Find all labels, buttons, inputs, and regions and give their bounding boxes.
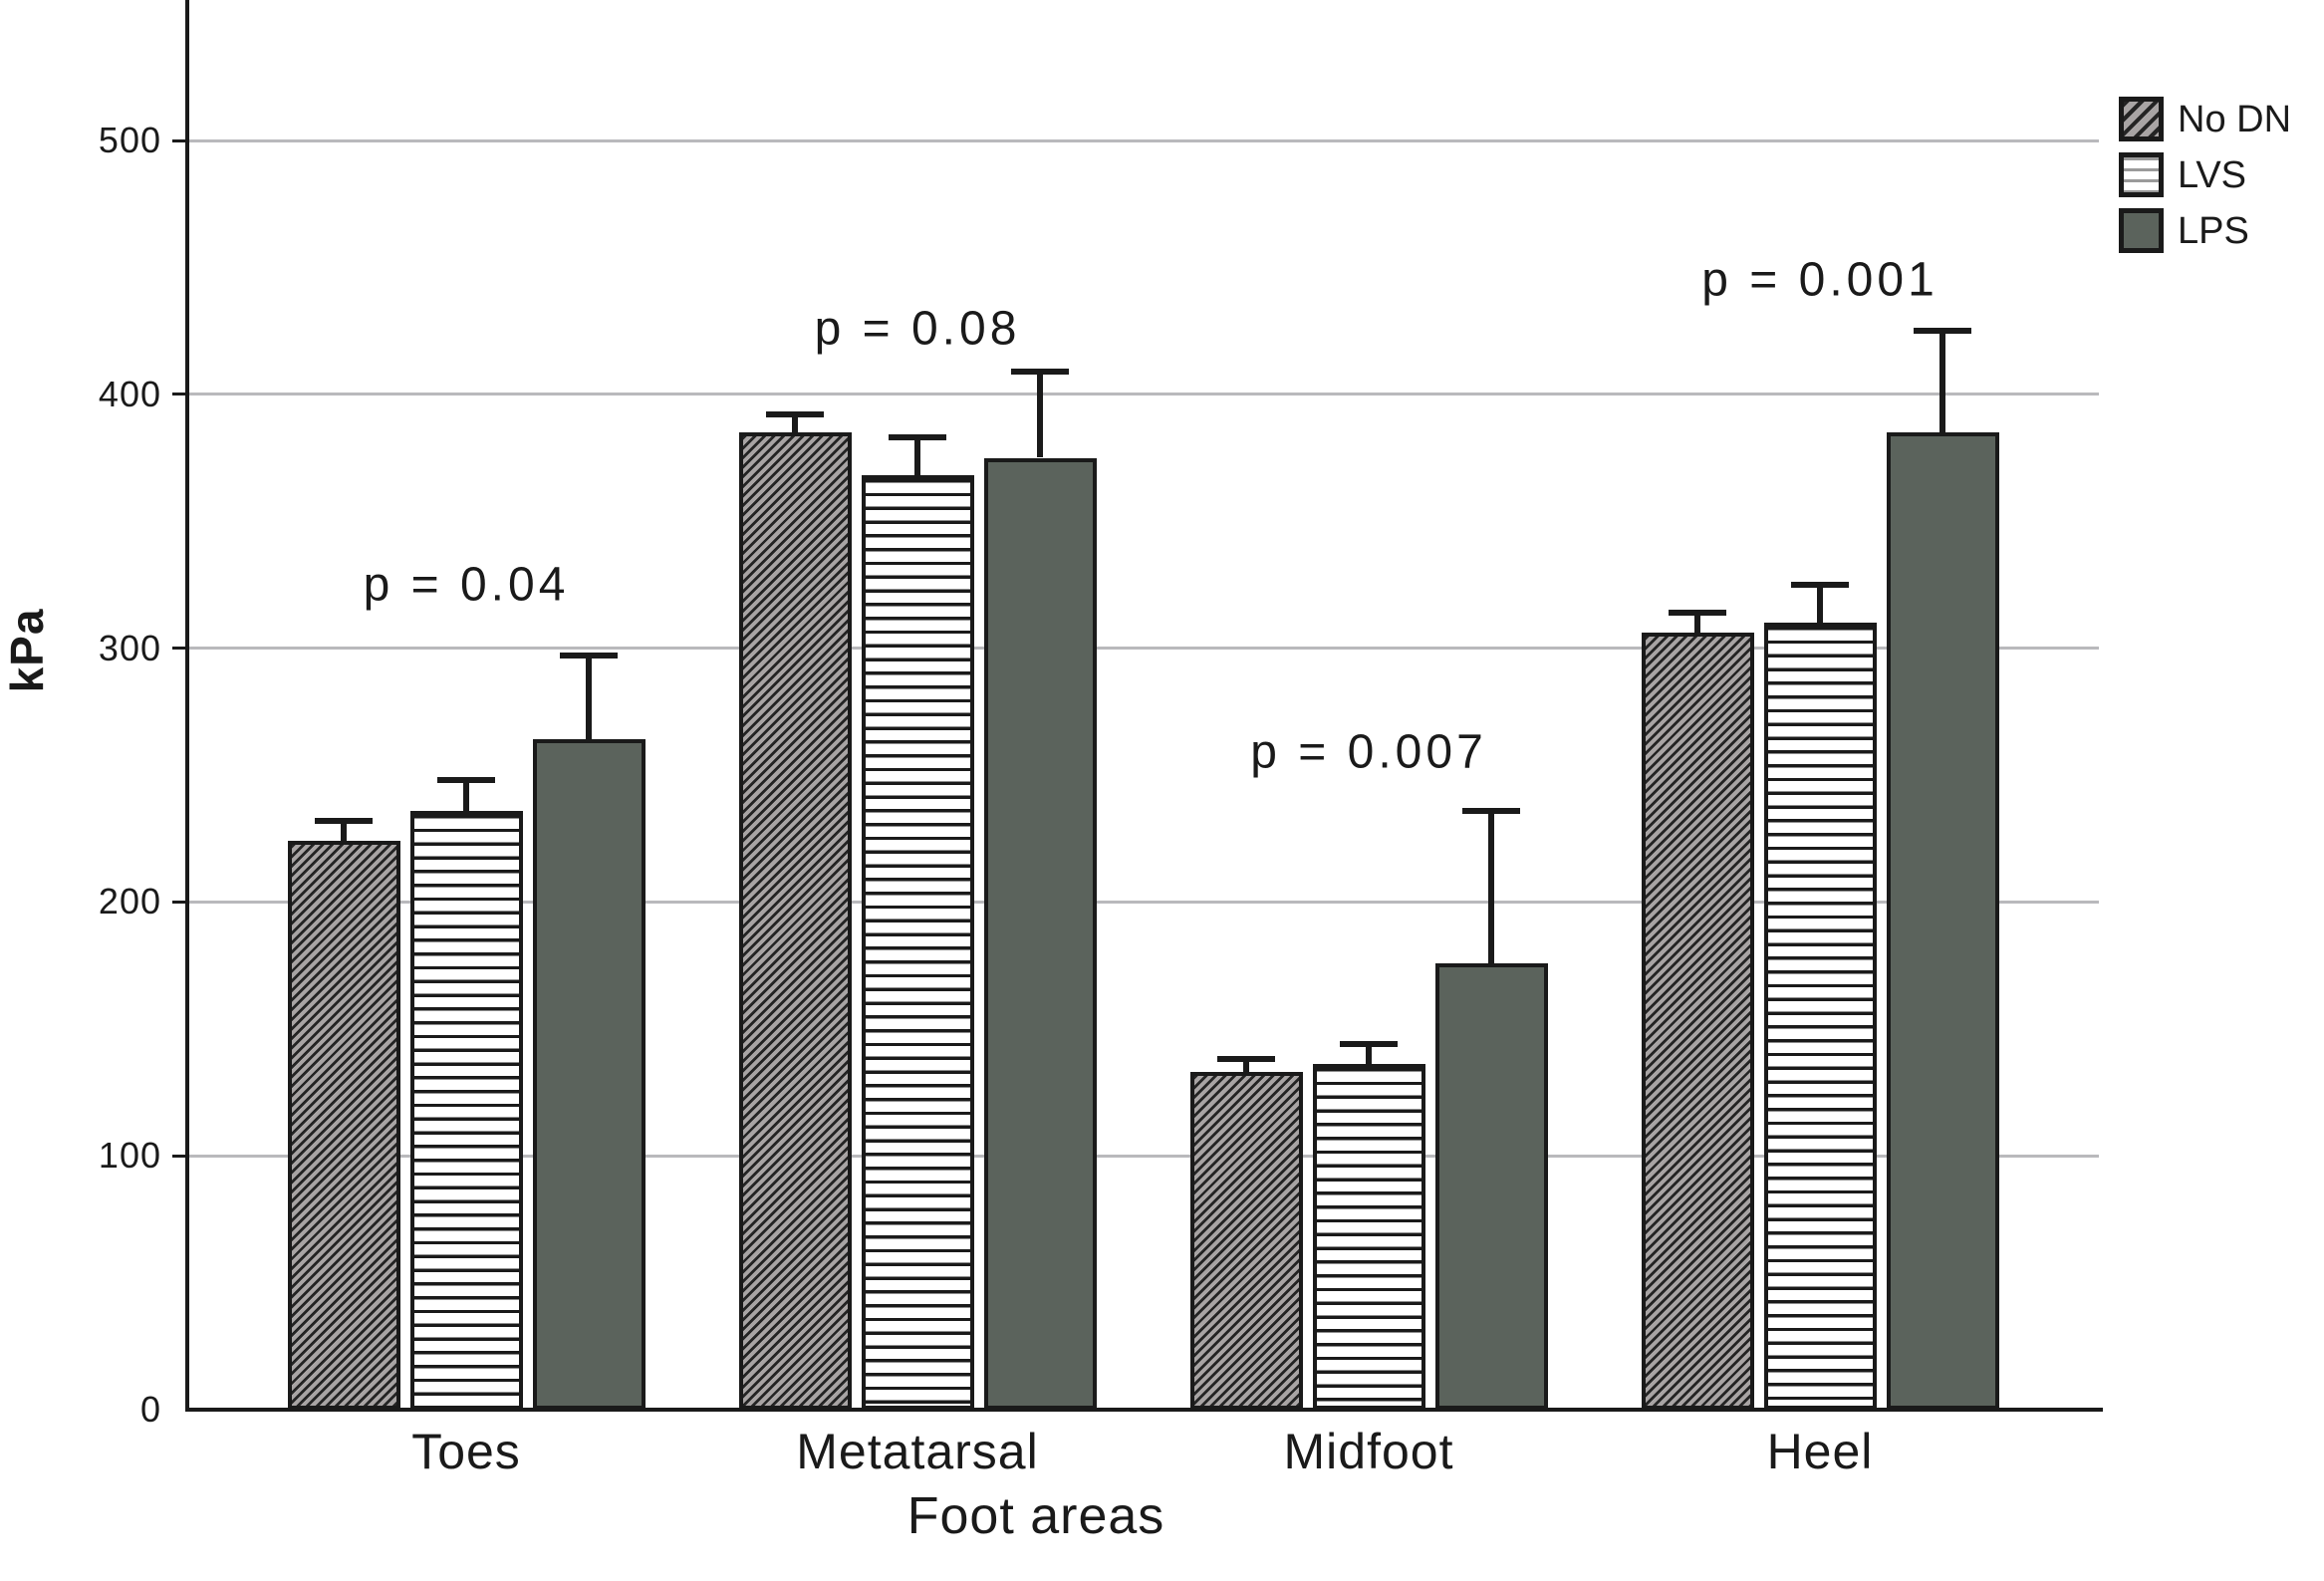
- error-bar-line-heel-no-dn: [1694, 612, 1700, 634]
- y-tick-label-500: 500: [98, 120, 161, 160]
- legend-swatch-lvs: [2119, 152, 2164, 197]
- legend: No DN LVS LPS: [2119, 97, 2291, 253]
- error-bar-line-heel-lps: [1939, 331, 1945, 432]
- error-bar-cap-metatarsal-lvs: [889, 434, 946, 441]
- error-bar-cap-heel-lvs: [1791, 581, 1849, 588]
- y-tick-300: [172, 647, 187, 651]
- bar-midfoot-no-dn: [1189, 1072, 1303, 1410]
- gridline-200: [187, 900, 2099, 904]
- error-bar-cap-toes-lvs: [437, 777, 495, 784]
- bar-heel-no-dn: [1641, 633, 1754, 1410]
- bar-toes-lvs: [409, 810, 523, 1410]
- bar-metatarsal-no-dn: [738, 432, 852, 1410]
- y-tick-400: [172, 393, 187, 396]
- bar-toes-lps: [532, 739, 646, 1410]
- legend-label-no-dn: No DN: [2178, 98, 2292, 140]
- bar-toes-no-dn: [287, 841, 400, 1410]
- legend-label-lps: LPS: [2178, 209, 2249, 252]
- y-tick-label-100: 100: [98, 1135, 161, 1177]
- error-bar-line-midfoot-no-dn: [1243, 1059, 1249, 1073]
- legend-item-lvs: LVS: [2119, 152, 2291, 197]
- y-tick-label-400: 400: [98, 373, 161, 414]
- y-tick-label-0: 0: [139, 1389, 161, 1430]
- y-tick-500: [172, 138, 187, 142]
- error-bar-cap-heel-no-dn: [1669, 609, 1726, 616]
- p-value-label-toes: p = 0.04: [363, 558, 570, 612]
- category-label-toes: Toes: [411, 1424, 521, 1479]
- error-bar-cap-metatarsal-no-dn: [766, 411, 824, 418]
- p-value-label-metatarsal: p = 0.08: [814, 302, 1021, 356]
- legend-item-lps: LPS: [2119, 208, 2291, 253]
- p-value-label-midfoot: p = 0.007: [1250, 725, 1487, 779]
- error-bar-cap-toes-lps: [560, 653, 618, 659]
- error-bar-cap-midfoot-lvs: [1340, 1041, 1398, 1048]
- error-bar-cap-metatarsal-lps: [1011, 368, 1069, 375]
- bar-midfoot-lps: [1434, 962, 1548, 1410]
- bar-heel-lvs: [1763, 623, 1877, 1410]
- legend-label-lvs: LVS: [2178, 153, 2247, 196]
- legend-swatch-lps: [2119, 208, 2164, 253]
- y-tick-label-200: 200: [98, 881, 161, 922]
- error-bar-line-toes-lvs: [463, 780, 469, 811]
- gridline-500: [187, 138, 2099, 142]
- y-tick-label-300: 300: [98, 627, 161, 668]
- error-bar-line-metatarsal-lps: [1037, 371, 1043, 458]
- y-tick-100: [172, 1154, 187, 1158]
- x-axis-title: Foot areas: [906, 1487, 1165, 1545]
- p-value-label-heel: p = 0.001: [1701, 253, 1938, 307]
- bar-heel-lps: [1886, 432, 1999, 1410]
- error-bar-line-toes-lps: [586, 656, 592, 740]
- bar-metatarsal-lvs: [861, 475, 974, 1410]
- y-tick-200: [172, 900, 187, 904]
- error-bar-cap-toes-no-dn: [315, 817, 373, 824]
- y-axis-title: kPa: [1, 608, 53, 693]
- error-bar-cap-midfoot-no-dn: [1217, 1056, 1275, 1063]
- category-label-midfoot: Midfoot: [1283, 1424, 1454, 1479]
- error-bar-line-midfoot-lvs: [1366, 1044, 1372, 1065]
- error-bar-line-heel-lvs: [1817, 584, 1823, 624]
- category-label-heel: Heel: [1766, 1424, 1874, 1479]
- error-bar-line-toes-no-dn: [341, 820, 347, 842]
- y-axis-line: [185, 0, 189, 1412]
- gridline-300: [187, 647, 2099, 651]
- error-bar-cap-midfoot-lps: [1462, 807, 1520, 814]
- error-bar-line-metatarsal-lvs: [914, 437, 920, 476]
- x-axis-line: [185, 1408, 2103, 1412]
- category-label-metatarsal: Metatarsal: [796, 1424, 1039, 1479]
- bar-midfoot-lvs: [1312, 1064, 1425, 1410]
- error-bar-line-midfoot-lps: [1488, 810, 1494, 963]
- gridline-100: [187, 1154, 2099, 1158]
- error-bar-cap-heel-lps: [1914, 328, 1971, 335]
- bar-metatarsal-lps: [983, 457, 1097, 1410]
- gridline-400: [187, 393, 2099, 396]
- legend-swatch-no-dn: [2119, 97, 2164, 141]
- legend-item-no-dn: No DN: [2119, 97, 2291, 141]
- error-bar-line-metatarsal-no-dn: [792, 414, 798, 432]
